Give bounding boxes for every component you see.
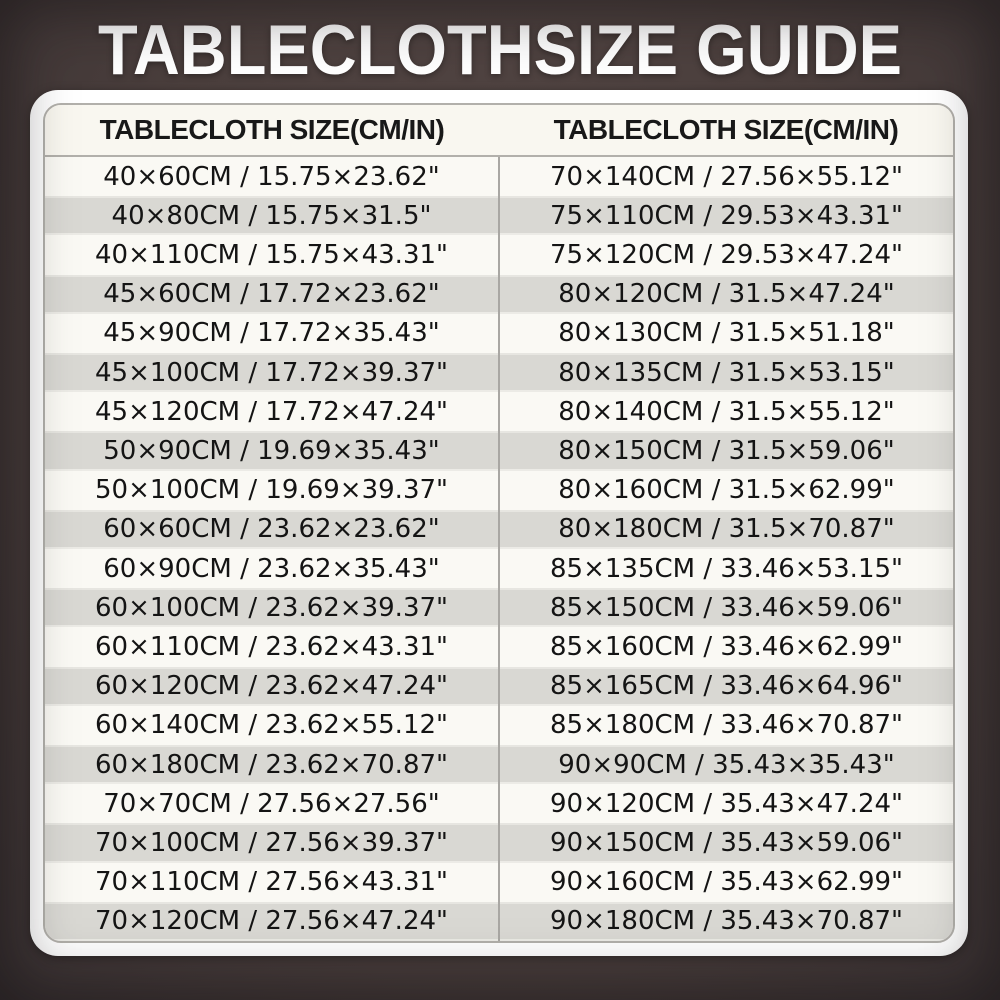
table-row: 60×140CM / 23.62×55.12"	[45, 705, 498, 746]
size-table: TABLECLOTH SIZE(CM/IN) TABLECLOTH SIZE(C…	[43, 103, 955, 943]
table-row: 45×60CM / 17.72×23.62"	[45, 274, 498, 314]
left-column: 40×60CM / 15.75×23.62" 40×80CM / 15.75×3…	[45, 157, 498, 941]
table-row: 85×135CM / 33.46×53.15"	[500, 549, 953, 589]
table-row: 90×90CM / 35.43×35.43"	[500, 745, 953, 785]
table-row: 60×90CM / 23.62×35.43"	[45, 549, 498, 589]
page-title: TABLECLOTHSIZE GUIDE	[97, 9, 903, 89]
table-row: 80×140CM / 31.5×55.12"	[500, 392, 953, 432]
table-row: 80×135CM / 31.5×53.15"	[500, 353, 953, 393]
table-row: 70×110CM / 27.56×43.31"	[45, 862, 498, 902]
size-table-panel: TABLECLOTH SIZE(CM/IN) TABLECLOTH SIZE(C…	[30, 90, 968, 956]
table-row: 45×90CM / 17.72×35.43"	[45, 313, 498, 354]
table-row: 85×165CM / 33.46×64.96"	[500, 666, 953, 706]
table-row: 80×150CM / 31.5×59.06"	[500, 431, 953, 471]
table-row: 50×100CM / 19.69×39.37"	[45, 470, 498, 510]
table-row: 90×120CM / 35.43×47.24"	[500, 784, 953, 824]
table-header-row: TABLECLOTH SIZE(CM/IN) TABLECLOTH SIZE(C…	[45, 105, 953, 157]
table-row: 90×180CM / 35.43×70.87"	[500, 901, 953, 941]
table-row: 70×100CM / 27.56×39.37"	[45, 823, 498, 863]
table-row: 90×150CM / 35.43×59.06"	[500, 823, 953, 863]
table-row: 85×180CM / 33.46×70.87"	[500, 705, 953, 746]
right-column-header: TABLECLOTH SIZE(CM/IN)	[553, 114, 899, 145]
table-row: 50×90CM / 19.69×35.43"	[45, 431, 498, 471]
table-row: 70×70CM / 27.56×27.56"	[45, 784, 498, 824]
table-row: 70×140CM / 27.56×55.12"	[500, 157, 953, 197]
table-row: 85×160CM / 33.46×62.99"	[500, 627, 953, 667]
table-row: 75×120CM / 29.53×47.24"	[500, 235, 953, 275]
left-column-header: TABLECLOTH SIZE(CM/IN)	[99, 114, 445, 145]
table-row: 75×110CM / 29.53×43.31"	[500, 196, 953, 236]
table-body: 40×60CM / 15.75×23.62" 40×80CM / 15.75×3…	[45, 157, 953, 941]
table-row: 40×60CM / 15.75×23.62"	[45, 157, 498, 197]
table-row: 60×120CM / 23.62×47.24"	[45, 666, 498, 706]
table-row: 60×110CM / 23.62×43.31"	[45, 627, 498, 667]
table-row: 80×160CM / 31.5×62.99"	[500, 470, 953, 510]
table-row: 45×120CM / 17.72×47.24"	[45, 392, 498, 432]
table-row: 80×120CM / 31.5×47.24"	[500, 274, 953, 314]
table-row: 80×180CM / 31.5×70.87"	[500, 509, 953, 550]
table-row: 85×150CM / 33.46×59.06"	[500, 588, 953, 628]
table-row: 80×130CM / 31.5×51.18"	[500, 313, 953, 354]
table-row: 60×100CM / 23.62×39.37"	[45, 588, 498, 628]
table-row: 70×120CM / 27.56×47.24"	[45, 901, 498, 941]
table-row: 40×110CM / 15.75×43.31"	[45, 235, 498, 275]
table-row: 90×160CM / 35.43×62.99"	[500, 862, 953, 902]
table-row: 40×80CM / 15.75×31.5"	[45, 196, 498, 236]
table-row: 45×100CM / 17.72×39.37"	[45, 353, 498, 393]
right-column: 70×140CM / 27.56×55.12" 75×110CM / 29.53…	[498, 157, 953, 941]
table-row: 60×60CM / 23.62×23.62"	[45, 509, 498, 550]
table-row: 60×180CM / 23.62×70.87"	[45, 745, 498, 785]
